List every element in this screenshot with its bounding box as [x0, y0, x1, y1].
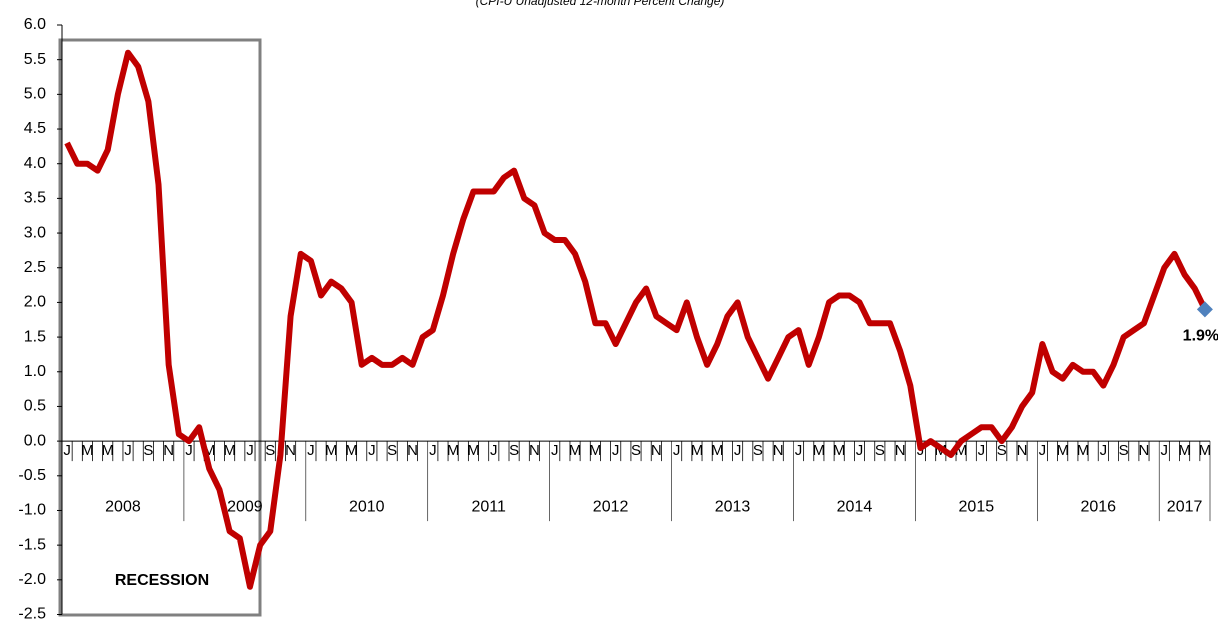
y-tick-label: -1.0 — [18, 502, 46, 519]
y-tick-label: 5.0 — [24, 86, 46, 103]
x-tick-label: N — [407, 442, 418, 459]
x-tick-label: N — [773, 442, 784, 459]
y-tick-label: 6.0 — [24, 16, 46, 33]
x-tick-label: J — [978, 442, 986, 459]
x-tick-label: J — [551, 442, 559, 459]
year-label: 2013 — [715, 498, 751, 515]
y-tick-label: 3.0 — [24, 224, 46, 241]
y-tick-label: 3.5 — [24, 190, 46, 207]
x-tick-label: M — [1056, 442, 1069, 459]
y-tick-label: -2.0 — [18, 571, 46, 588]
x-tick-label: M — [813, 442, 826, 459]
x-tick-label: M — [569, 442, 582, 459]
chart-subtitle: (CPI-U Unadjusted 12-month Percent Chang… — [476, 0, 725, 8]
x-tick-label: N — [163, 442, 174, 459]
year-label: 2011 — [471, 498, 506, 515]
x-tick-label: J — [246, 442, 254, 459]
year-label: 2016 — [1080, 498, 1116, 515]
x-tick-label: S — [265, 442, 275, 459]
year-label: 2008 — [105, 498, 141, 515]
y-tick-label: 1.5 — [24, 328, 46, 345]
year-label: 2017 — [1167, 498, 1203, 515]
x-tick-label: M — [711, 442, 724, 459]
x-tick-label: N — [1139, 442, 1150, 459]
x-tick-label: S — [997, 442, 1007, 459]
x-tick-label: M — [223, 442, 236, 459]
y-tick-label: -1.5 — [18, 536, 46, 553]
x-tick-label: J — [124, 442, 132, 459]
year-label: 2009 — [227, 498, 263, 515]
x-tick-label: N — [285, 442, 296, 459]
y-tick-label: 4.5 — [24, 120, 46, 137]
y-tick-label: -2.5 — [18, 606, 46, 623]
data-line — [64, 49, 1208, 590]
x-tick-label: M — [1199, 442, 1212, 459]
x-tick-label: N — [529, 442, 540, 459]
x-tick-label: J — [734, 442, 742, 459]
y-tick-label: 4.0 — [24, 155, 46, 172]
year-label: 2010 — [349, 498, 385, 515]
y-tick-label: 0.0 — [24, 432, 46, 449]
y-tick-label: 0.5 — [24, 398, 46, 415]
x-tick-label: J — [856, 442, 864, 459]
y-tick-label: 2.0 — [24, 294, 46, 311]
x-tick-label: S — [387, 442, 397, 459]
x-tick-label: M — [691, 442, 704, 459]
x-tick-label: J — [673, 442, 681, 459]
x-tick-label: N — [1017, 442, 1028, 459]
x-tick-label: M — [81, 442, 94, 459]
recession-label: RECESSION — [115, 572, 209, 589]
x-tick-label: J — [612, 442, 620, 459]
x-tick-label: S — [509, 442, 519, 459]
x-tick-label: M — [1178, 442, 1191, 459]
x-tick-label: M — [447, 442, 460, 459]
x-tick-label: S — [631, 442, 641, 459]
x-tick-label: S — [875, 442, 885, 459]
year-label: 2014 — [837, 498, 873, 515]
y-tick-label: 1.0 — [24, 363, 46, 380]
x-tick-label: N — [895, 442, 906, 459]
x-tick-label: S — [1119, 442, 1129, 459]
year-label: 2012 — [593, 498, 629, 515]
x-tick-label: J — [63, 442, 71, 459]
x-tick-label: M — [101, 442, 114, 459]
x-tick-label: M — [833, 442, 846, 459]
x-tick-label: M — [325, 442, 338, 459]
x-tick-label: J — [429, 442, 437, 459]
x-tick-label: J — [185, 442, 193, 459]
recession-box — [58, 38, 262, 617]
x-tick-label: N — [651, 442, 662, 459]
x-tick-label: M — [589, 442, 602, 459]
x-tick-label: M — [1077, 442, 1090, 459]
x-tick-label: J — [368, 442, 376, 459]
year-label: 2015 — [959, 498, 995, 515]
x-tick-label: J — [1039, 442, 1047, 459]
last-point-label: 1.9% — [1183, 328, 1218, 345]
x-tick-label: S — [753, 442, 763, 459]
x-tick-label: J — [490, 442, 498, 459]
x-tick-label: J — [1161, 442, 1169, 459]
y-tick-label: 2.5 — [24, 259, 46, 276]
x-tick-label: J — [795, 442, 803, 459]
x-tick-label: M — [467, 442, 480, 459]
x-tick-label: S — [143, 442, 153, 459]
last-point-marker — [1196, 301, 1213, 318]
x-tick-label: J — [307, 442, 315, 459]
x-tick-label: J — [1100, 442, 1108, 459]
y-tick-label: -0.5 — [18, 467, 46, 484]
y-tick-label: 5.5 — [24, 51, 46, 68]
x-tick-label: M — [345, 442, 358, 459]
